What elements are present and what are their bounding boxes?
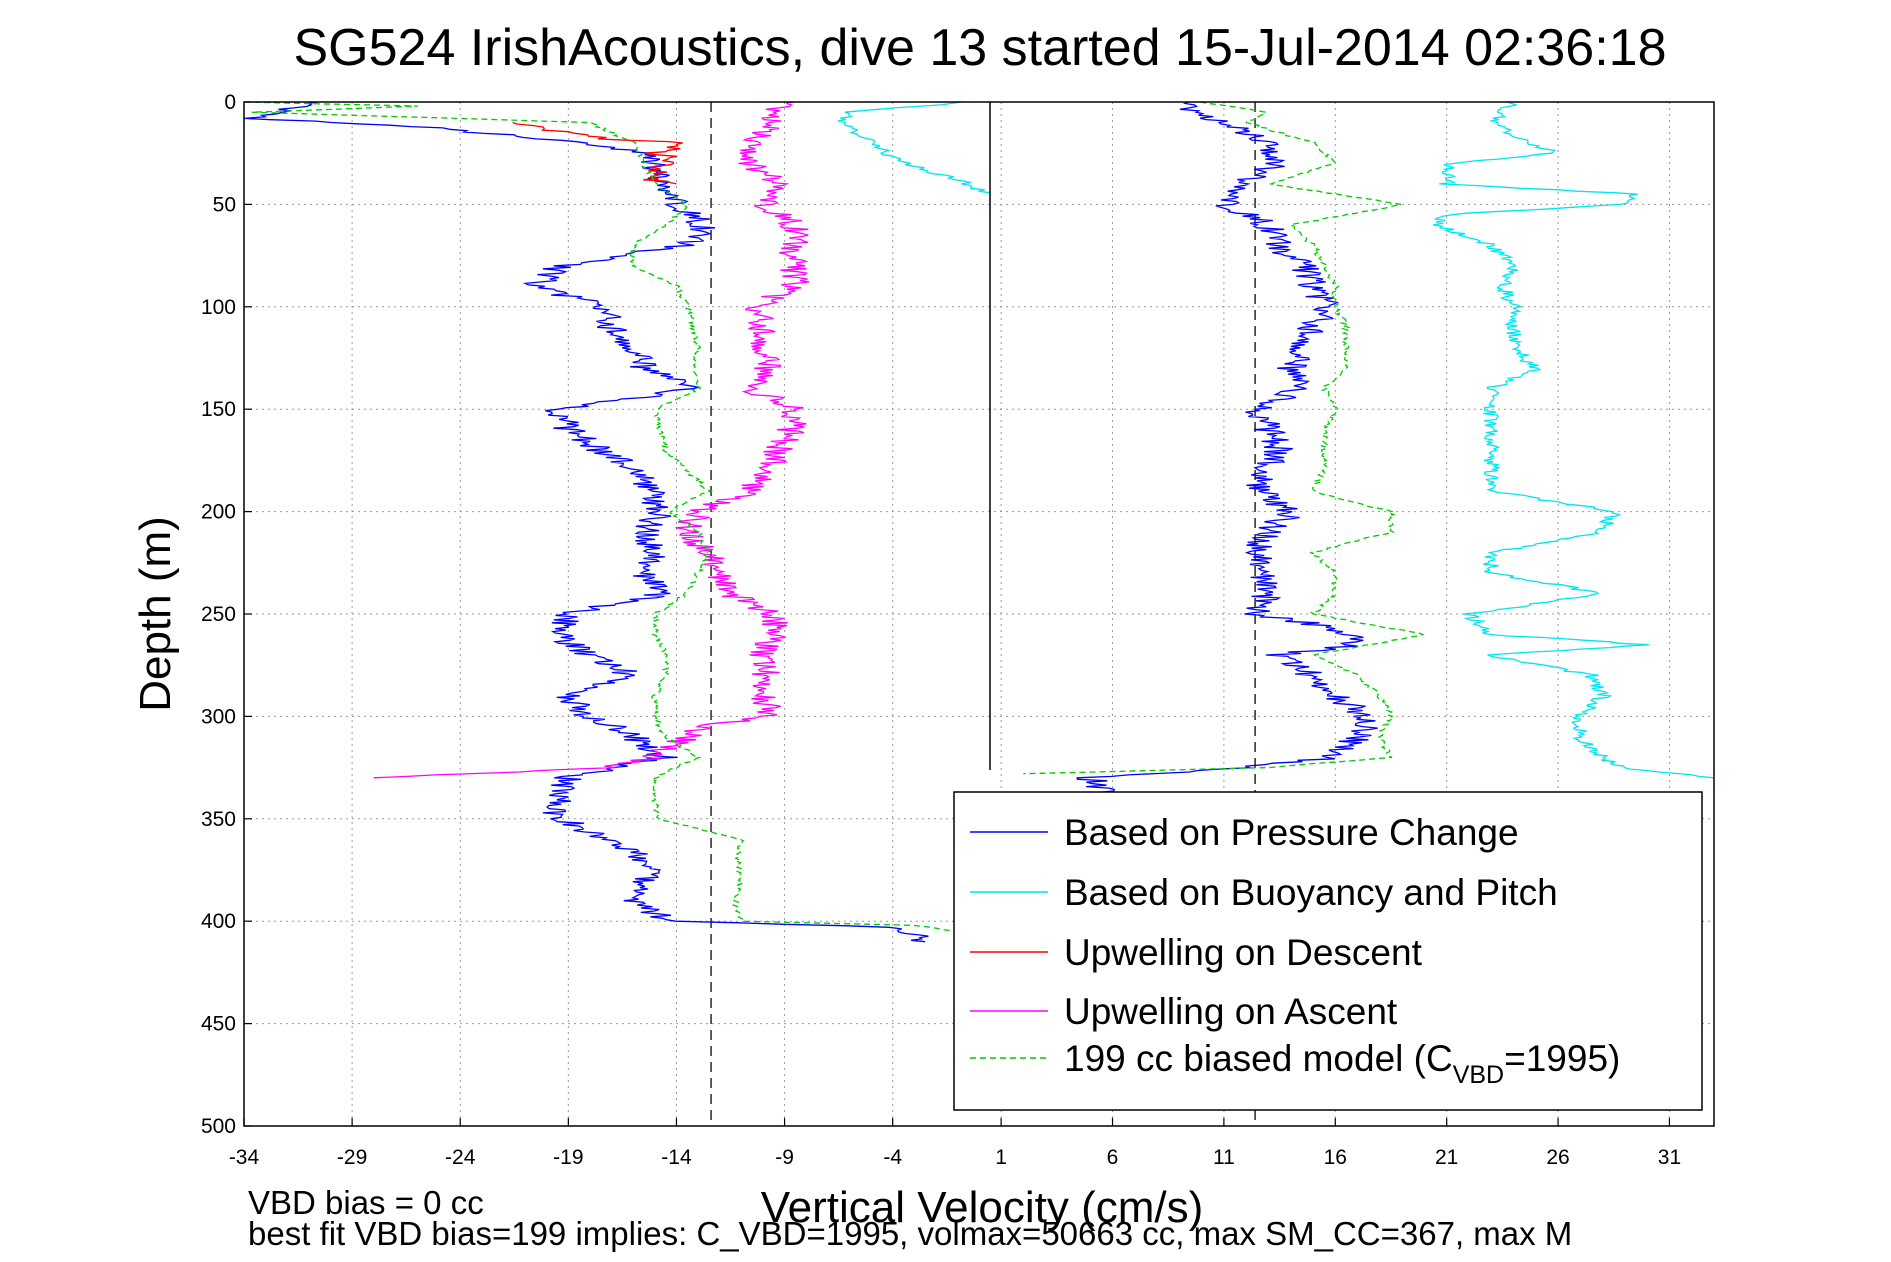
vbd-bias-annotation: VBD bias = 0 cc — [248, 1184, 484, 1221]
legend-box — [953, 791, 1703, 1111]
y-axis-label: Depth (m) — [131, 516, 180, 712]
right-series-based-on-buoyancy-and-pitch — [1432, 101, 1715, 779]
right-x-tick-label: 6 — [1107, 1146, 1119, 1169]
left-x-tick-label: -19 — [553, 1146, 583, 1169]
right-x-tick-label: 26 — [1546, 1146, 1569, 1169]
left-x-tick-label: -14 — [661, 1146, 692, 1169]
left-x-tick-label: -9 — [775, 1146, 794, 1169]
left-x-tick-label: -24 — [445, 1146, 476, 1169]
y-tick-label: 500 — [201, 1115, 236, 1138]
legend-label: Upwelling on Descent — [1064, 932, 1423, 973]
y-tick-label: 150 — [201, 398, 236, 421]
axis-ticks: 0 50 100 150 200 250 300 350 400 450 500 -34 -29 -24 -… — [201, 91, 1681, 1169]
x-axis-label: Vertical Velocity (cm/s) — [761, 1183, 1204, 1232]
y-tick-label: 50 — [213, 193, 236, 216]
right-x-tick-label: 1 — [995, 1146, 1007, 1169]
legend-label: Upwelling on Ascent — [1064, 991, 1398, 1032]
y-tick-label: 100 — [201, 296, 236, 319]
left-series-upwelling-on-ascent — [373, 101, 810, 779]
right-x-tick-label: 21 — [1435, 1146, 1458, 1169]
left-x-tick-label: -34 — [229, 1146, 260, 1169]
right-series-based-on-pressure-change — [1076, 101, 1378, 799]
right-x-tick-label: 16 — [1324, 1146, 1347, 1169]
legend: Based on Pressure Change Based on Buoyanc… — [953, 791, 1703, 1111]
y-tick-label: 250 — [201, 603, 236, 626]
right-series-199-cc-biased-model-c-vbd-1995 — [1023, 101, 1425, 775]
y-tick-label: 400 — [201, 910, 236, 933]
left-series-based-on-buoyancy-and-pitch — [837, 101, 991, 195]
left-series-based-on-pressure-change — [243, 101, 929, 943]
y-tick-label: 200 — [201, 501, 236, 524]
y-tick-label: 350 — [201, 808, 236, 831]
left-series-199-cc-biased-model-c-vbd-1995 — [243, 101, 958, 933]
best-fit-annotation: best fit VBD bias=199 implies: C_VBD=199… — [248, 1215, 1572, 1252]
left-x-tick-label: -4 — [883, 1146, 902, 1169]
legend-label: Based on Pressure Change — [1064, 812, 1519, 853]
legend-label: Based on Buoyancy and Pitch — [1064, 872, 1558, 913]
y-tick-label: 0 — [224, 91, 236, 114]
left-x-tick-label: -29 — [337, 1146, 367, 1169]
left-series-upwelling-on-descent — [512, 121, 683, 185]
right-x-tick-label: 31 — [1658, 1146, 1681, 1169]
right-x-tick-label: 11 — [1213, 1146, 1235, 1169]
y-tick-label: 300 — [201, 705, 236, 728]
chart-title: SG524 IrishAcoustics, dive 13 started 15… — [293, 19, 1666, 77]
data-series — [243, 101, 1715, 1126]
y-tick-label: 450 — [201, 1013, 236, 1036]
